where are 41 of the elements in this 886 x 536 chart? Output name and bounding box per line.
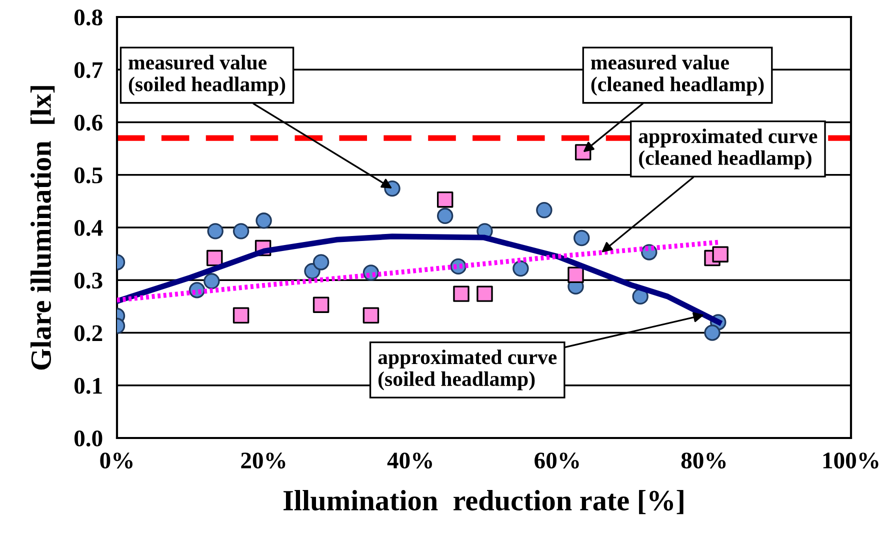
annotation: approximated curve (cleaned headlamp) [638, 128, 818, 170]
point [453, 286, 470, 302]
point [712, 246, 728, 262]
x-tick-label: 0% [100, 452, 132, 469]
x-tick-label: 60% [534, 452, 579, 469]
y-tick-label: 0.5 [74, 167, 102, 184]
x-tick-label: 20% [241, 452, 286, 469]
point [207, 223, 224, 240]
y-axis-title: Glare illumination [lx] [30, 86, 55, 370]
y-tick-label: 0.1 [74, 378, 102, 394]
x-tick-label: 40% [387, 452, 432, 469]
point [312, 254, 330, 270]
y-tick-label: 0.8 [74, 9, 102, 26]
point [362, 307, 380, 324]
point [704, 324, 720, 341]
point [568, 266, 584, 283]
point [232, 307, 250, 324]
annotation: approximated curve (soiled headlamp) [378, 350, 557, 390]
point [436, 191, 454, 208]
y-tick-label: 0.3 [74, 272, 102, 289]
x-tick-label: 80% [681, 452, 726, 469]
x-tick-label: 100% [823, 452, 878, 469]
annotation: measured value (soiled headlamp) [128, 54, 286, 96]
y-tick-label: 0.7 [74, 62, 103, 78]
point [436, 208, 454, 224]
point [476, 286, 493, 302]
point [536, 202, 552, 218]
point [204, 273, 220, 290]
point [206, 250, 223, 266]
point [256, 212, 272, 229]
y-tick-label: 0.6 [74, 114, 102, 131]
y-tick-label: 0.4 [74, 220, 103, 236]
point [232, 223, 250, 240]
x-axis-title: Illumination reduction rate [%] [284, 490, 684, 514]
point [312, 296, 330, 313]
y-tick-label: 0.0 [74, 430, 102, 447]
point [574, 230, 590, 246]
point [512, 260, 529, 277]
y-tick-label: 0.2 [74, 325, 102, 342]
point [632, 288, 648, 305]
annotation: measured value (cleaned headlamp) [590, 54, 764, 96]
